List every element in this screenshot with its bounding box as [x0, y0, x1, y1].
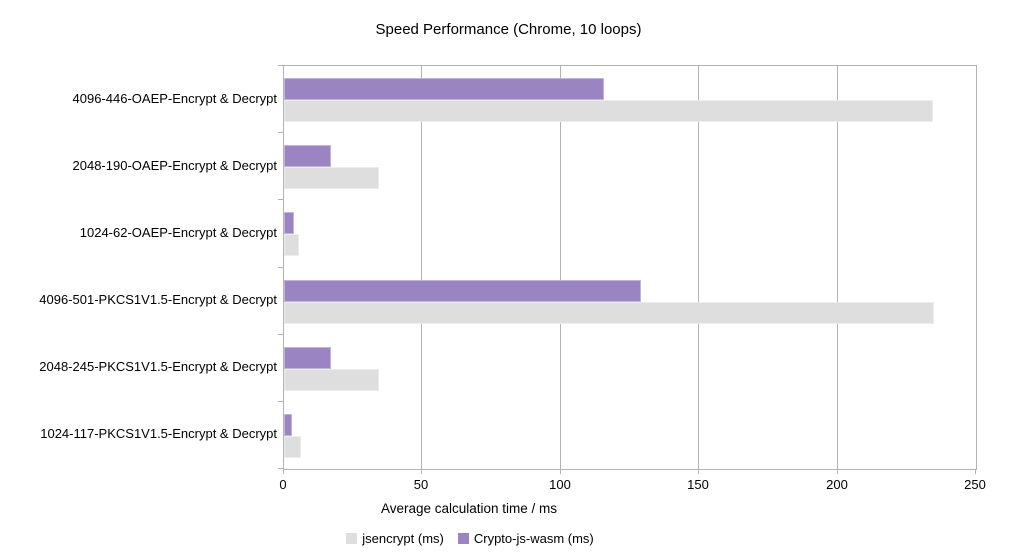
- bar-jsencrypt: [284, 302, 934, 324]
- gridline: [837, 66, 838, 469]
- y-axis-tick: [278, 132, 283, 133]
- x-axis-tick: [698, 469, 699, 474]
- x-axis-tick-label: 100: [549, 477, 571, 492]
- bar-crypto-js-wasm: [284, 78, 604, 100]
- x-axis-tick-label: 250: [964, 477, 986, 492]
- legend-swatch-jsencrypt-icon: [346, 533, 358, 544]
- legend-label-crypto-js-wasm: Crypto-js-wasm (ms): [473, 531, 594, 546]
- y-axis-label: 1024-62-OAEP-Encrypt & Decrypt: [79, 225, 277, 240]
- gridline: [421, 66, 422, 469]
- bar-jsencrypt: [284, 369, 379, 391]
- legend-label-jsencrypt: jsencrypt (ms): [362, 531, 444, 546]
- y-axis-label: 2048-190-OAEP-Encrypt & Decrypt: [72, 158, 277, 173]
- chart-title: Speed Performance (Chrome, 10 loops): [375, 21, 642, 38]
- bar-jsencrypt: [284, 100, 933, 122]
- y-axis-tick: [278, 401, 283, 402]
- y-axis-label: 1024-117-PKCS1V1.5-Encrypt & Decrypt: [40, 426, 277, 441]
- plot-area: [283, 65, 977, 470]
- legend-item-jsencrypt: jsencrypt (ms): [346, 531, 444, 546]
- y-axis-tick: [278, 65, 283, 66]
- y-axis-label: 4096-446-OAEP-Encrypt & Decrypt: [72, 91, 277, 106]
- bar-crypto-js-wasm: [284, 414, 292, 436]
- y-axis-tick: [278, 267, 283, 268]
- x-axis-tick-label: 0: [279, 477, 287, 492]
- x-axis-tick: [283, 469, 284, 474]
- y-axis-tick: [278, 334, 283, 335]
- legend-swatch-crypto-js-wasm-icon: [457, 533, 469, 544]
- bar-jsencrypt: [284, 436, 301, 458]
- y-axis-label: 4096-501-PKCS1V1.5-Encrypt & Decrypt: [39, 292, 277, 307]
- bar-jsencrypt: [284, 167, 379, 189]
- bar-crypto-js-wasm: [284, 280, 641, 302]
- x-axis-tick-label: 200: [826, 477, 848, 492]
- gridline: [560, 66, 561, 469]
- legend: jsencrypt (ms) Crypto-js-wasm (ms): [0, 531, 940, 546]
- y-axis-tick: [278, 199, 283, 200]
- x-axis-tick: [975, 469, 976, 474]
- legend-item-crypto-js-wasm: Crypto-js-wasm (ms): [457, 531, 594, 546]
- bar-jsencrypt: [284, 234, 299, 256]
- x-axis-tick: [421, 469, 422, 474]
- x-axis-tick-label: 150: [687, 477, 709, 492]
- x-axis-tick-label: 50: [413, 477, 429, 492]
- bar-crypto-js-wasm: [284, 347, 331, 369]
- x-axis-tick: [837, 469, 838, 474]
- y-axis-label: 2048-245-PKCS1V1.5-Encrypt & Decrypt: [39, 359, 277, 374]
- x-axis-tick: [560, 469, 561, 474]
- bar-crypto-js-wasm: [284, 145, 331, 167]
- x-axis-title: Average calculation time / ms: [380, 501, 558, 516]
- bar-crypto-js-wasm: [284, 212, 294, 234]
- gridline: [698, 66, 699, 469]
- y-axis-tick: [278, 468, 283, 469]
